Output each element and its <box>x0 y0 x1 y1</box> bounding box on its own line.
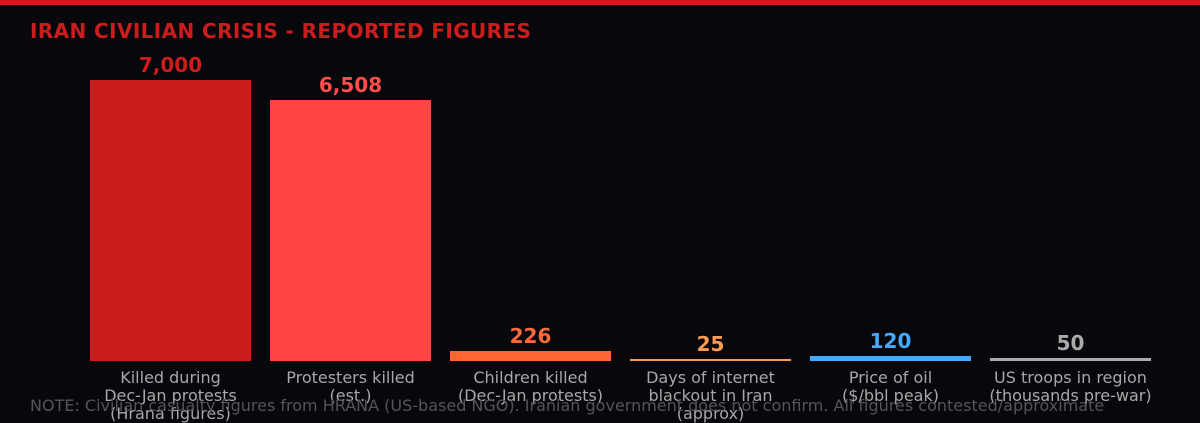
value-label: 50 <box>1056 331 1085 355</box>
bar <box>810 356 971 361</box>
value-label: 6,508 <box>318 73 383 97</box>
value-label: 25 <box>696 332 725 356</box>
category-label: Killed during Dec-Jan protests (Hrana fi… <box>104 368 237 423</box>
category-label: Protesters killed (est.) <box>286 368 415 405</box>
bar <box>630 359 791 361</box>
bar <box>450 351 611 361</box>
category-label: Price of oil ($/bbl peak) <box>842 368 939 405</box>
value-label: 120 <box>869 329 912 353</box>
value-label: 7,000 <box>138 53 203 77</box>
bar <box>90 80 251 361</box>
footnote: NOTE: Civilian casualty figures from HRA… <box>30 396 1105 415</box>
category-label: Days of internet blackout in Iran (appro… <box>646 368 775 423</box>
bar <box>990 358 1151 361</box>
category-label: Children killed (Dec-Jan protests) <box>457 368 604 405</box>
chart-title: IRAN CIVILIAN CRISIS - REPORTED FIGURES <box>30 19 532 43</box>
value-label: 226 <box>509 324 552 348</box>
category-label: US troops in region (thousands pre-war) <box>989 368 1152 405</box>
top-accent-bar <box>0 0 1200 5</box>
bar <box>270 100 431 361</box>
